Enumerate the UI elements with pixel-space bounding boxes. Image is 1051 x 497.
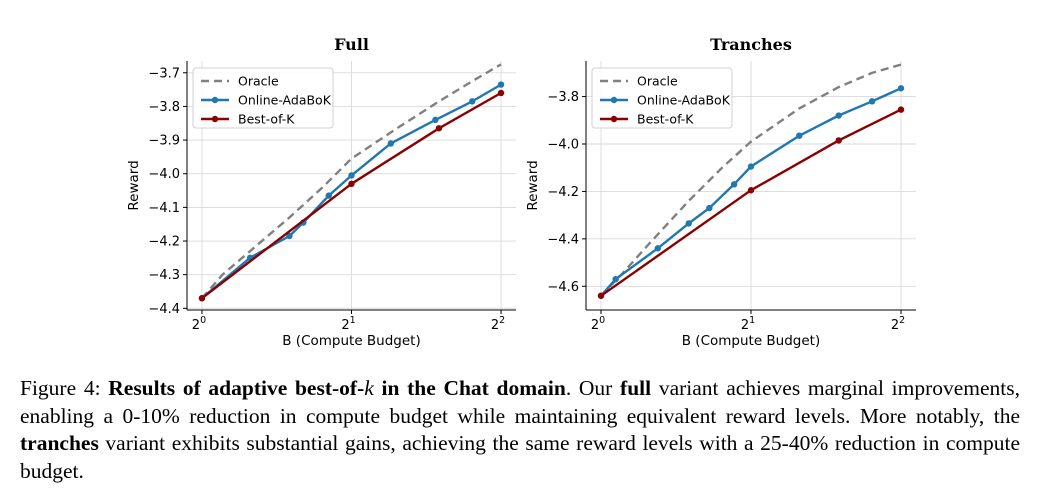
series-line-best-of-k <box>200 91 503 300</box>
x-tick-label: 22 <box>891 315 905 333</box>
y-axis-label: Reward <box>525 160 541 210</box>
data-point-online-adabok <box>897 85 905 92</box>
y-tick-label: −4.1 <box>148 201 180 216</box>
data-point-online-adabok <box>432 116 439 124</box>
legend-label: Best-of-K <box>238 112 295 127</box>
y-tick-label: −3.9 <box>148 134 180 149</box>
legend-box <box>591 67 733 129</box>
series-line-oracle <box>201 63 502 299</box>
y-tick-label: −4.3 <box>148 268 180 283</box>
legend-box <box>192 67 334 129</box>
legend-marker <box>610 115 618 123</box>
legend-label: Online-AdaBoK <box>238 93 332 108</box>
caption-text-2: variant achieves marginal improvements, … <box>20 376 1021 428</box>
caption-text-1: . Our <box>565 376 621 400</box>
caption-bold-tranches: tranches <box>20 431 99 455</box>
data-point-online-adabok <box>706 204 713 212</box>
data-point-online-adabok <box>747 163 755 170</box>
data-point-best-of-k <box>747 187 755 194</box>
y-tick-label: −4.2 <box>148 235 180 250</box>
legend-label: Online-AdaBoK <box>637 93 731 108</box>
y-tick-label: −4.0 <box>148 167 180 182</box>
data-point-online-adabok <box>469 98 476 105</box>
x-tick-label: 20 <box>591 315 605 333</box>
figure-caption: Figure 4: Results of adaptive best-of-k … <box>20 375 1020 485</box>
y-axis-label: Reward <box>126 160 142 210</box>
x-axis-label: B (Compute Budget) <box>282 333 421 349</box>
legend-marker <box>211 115 219 123</box>
legend-label: Best-of-K <box>637 112 694 127</box>
x-tick-label: 22 <box>491 315 505 333</box>
y-tick-label: −3.8 <box>547 90 579 105</box>
data-point-best-of-k <box>198 295 206 302</box>
data-point-online-adabok <box>325 192 332 199</box>
series-line-oracle <box>600 63 902 297</box>
data-point-online-adabok <box>348 172 355 179</box>
data-point-online-adabok <box>835 112 842 119</box>
data-point-online-adabok <box>286 232 293 240</box>
legend-marker <box>610 96 618 104</box>
y-tick-label: −3.8 <box>148 100 180 115</box>
figure: −3.7 −3.8 −3.9 −4.0 −4.1 −4.2 −4.3 −4.4 20 21 22 Fu… <box>126 35 916 349</box>
data-point-online-adabok <box>730 181 738 188</box>
caption-text-3: variant exhibits substantial gains, achi… <box>20 431 1020 483</box>
legend-label: Oracle <box>238 74 279 89</box>
data-point-best-of-k <box>835 137 842 144</box>
data-point-online-adabok <box>612 275 619 283</box>
data-point-best-of-k <box>497 89 505 97</box>
data-point-best-of-k <box>597 292 605 299</box>
data-point-best-of-k <box>897 106 905 113</box>
legend-label: Oracle <box>637 74 678 89</box>
chart-title: Full <box>334 35 369 54</box>
y-tick-label: −4.4 <box>547 232 579 247</box>
x-tick-label: 21 <box>741 315 755 333</box>
y-tick-label: −4.2 <box>547 185 579 200</box>
y-tick-label: −4.0 <box>547 138 579 153</box>
legend-marker <box>211 96 219 104</box>
chart-tranches: −3.8 −4.0 −4.2 −4.4 −4.6 20 21 22 Tranches B (Com… <box>525 35 916 349</box>
chart-title: Tranches <box>710 35 792 54</box>
caption-bold-full: full <box>620 376 652 400</box>
chart-full: −3.7 −3.8 −3.9 −4.0 −4.1 −4.2 −4.3 −4.4 20 21 22 Fu… <box>126 35 516 349</box>
x-tick-label: 20 <box>192 315 206 333</box>
caption-prefix: Figure 4: <box>20 376 109 400</box>
y-tick-label: −3.7 <box>148 66 180 81</box>
data-point-online-adabok <box>685 220 692 227</box>
data-point-online-adabok <box>796 132 803 139</box>
data-point-best-of-k <box>348 180 355 188</box>
data-point-online-adabok <box>497 81 505 88</box>
caption-title: Results of adaptive best-of-k in the Cha… <box>108 376 566 400</box>
data-point-best-of-k <box>435 125 443 132</box>
data-point-online-adabok <box>387 140 395 147</box>
data-point-online-adabok <box>654 245 661 252</box>
y-tick-label: −4.4 <box>148 302 180 317</box>
y-tick-label: −4.6 <box>547 280 579 295</box>
x-axis-label: B (Compute Budget) <box>682 333 821 349</box>
x-tick-label: 21 <box>341 315 355 333</box>
series-line-best-of-k <box>599 108 903 297</box>
data-point-online-adabok <box>868 98 876 105</box>
